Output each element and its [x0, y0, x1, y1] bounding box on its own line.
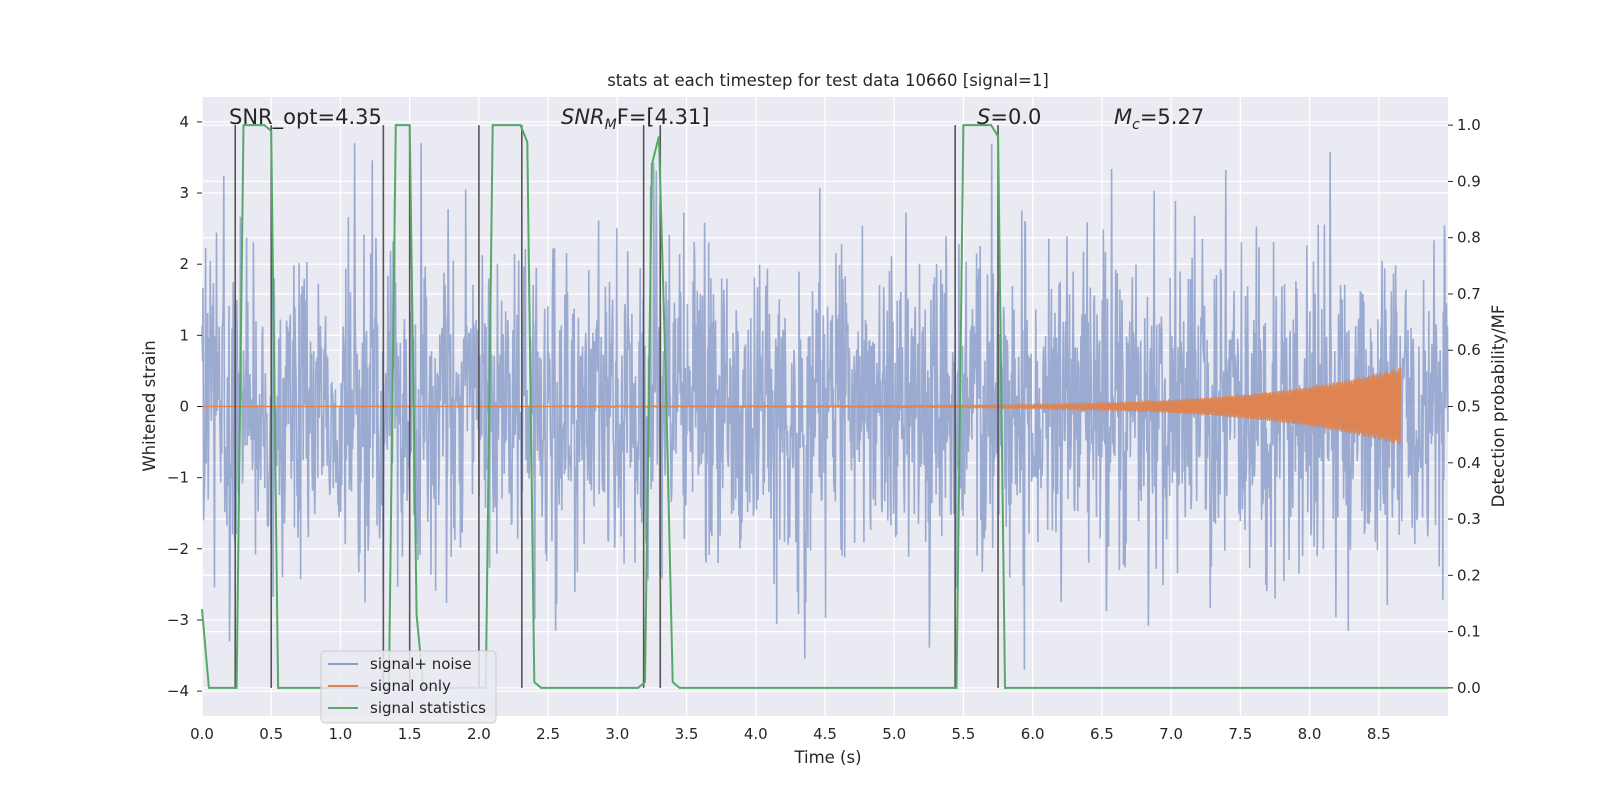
y-right-tick-label: 0.1	[1457, 623, 1481, 641]
y-right-tick-label: 0.0	[1457, 679, 1481, 697]
y-right-tick-label: 0.4	[1457, 454, 1481, 472]
x-tick-label: 1.0	[329, 725, 353, 743]
x-axis-ticks: 0.0 0.5 1.0 1.5 2.0 2.5 3.0 3.5 4.0 4.5 5.0 5.5 6.0 6…	[190, 725, 1391, 743]
x-tick-label: 0.0	[190, 725, 214, 743]
x-tick-label: 4.0	[744, 725, 768, 743]
x-tick-label: 8.0	[1298, 725, 1322, 743]
series-line-signal-statistics	[201, 124, 1448, 689]
y-right-tick-label: 0.9	[1457, 172, 1481, 190]
x-tick-label: 0.5	[259, 725, 283, 743]
y-left-tick-label: 2	[179, 255, 189, 273]
y-right-tick-label: 0.6	[1457, 341, 1481, 359]
y-left-tick-label: 4	[179, 113, 189, 131]
x-axis-label: Time (s)	[793, 748, 861, 767]
y-right-tick-label: 0.7	[1457, 285, 1481, 303]
y-left-tick-label: 1	[179, 326, 189, 344]
y-left-tick-label: 0	[179, 398, 189, 416]
y-left-tick-label: −1	[167, 469, 189, 487]
x-tick-label: 5.0	[882, 725, 906, 743]
x-tick-label: 2.0	[467, 725, 491, 743]
y-left-tick-label: −2	[167, 540, 189, 558]
annotation-mc: Mc=5.27	[1114, 105, 1204, 133]
y-axis-right-label: Detection probability/MF	[1489, 305, 1508, 508]
annotation-s: S=0.0	[977, 105, 1041, 129]
y-axis-left-ticks: 4 3 2 1 0 −1 −2 −3 −4	[167, 113, 202, 700]
series-signal-statistics	[201, 124, 1448, 689]
chart-title: stats at each timestep for test data 106…	[607, 71, 1049, 90]
x-tick-label: 5.5	[952, 725, 976, 743]
annotation-snr-mf: SNRMF=[4.31]	[561, 105, 710, 133]
y-left-tick-label: −4	[167, 682, 189, 700]
legend-label-signal-statistics: signal statistics	[370, 699, 486, 717]
detection-markers	[234, 125, 999, 688]
x-tick-label: 6.5	[1090, 725, 1114, 743]
legend-box	[320, 650, 497, 724]
legend-label-signal-only: signal only	[370, 677, 451, 695]
y-left-tick-label: −3	[167, 611, 189, 629]
x-tick-label: 6.0	[1021, 725, 1045, 743]
x-tick-label: 3.0	[605, 725, 629, 743]
x-tick-label: 4.5	[813, 725, 837, 743]
y-axis-left-label: Whitened strain	[140, 340, 159, 471]
y-right-tick-label: 0.2	[1457, 566, 1481, 584]
x-tick-label: 7.5	[1228, 725, 1252, 743]
x-tick-label: 2.5	[536, 725, 560, 743]
y-axis-right-ticks: 1.0 0.9 0.8 0.7 0.6 0.5 0.4 0.3 0.2 0.1 0.0	[1448, 116, 1481, 697]
series-signal-only	[202, 367, 1402, 446]
annotation-snr-opt: SNR_opt=4.35	[229, 105, 382, 130]
y-right-tick-label: 1.0	[1457, 116, 1481, 134]
x-tick-label: 3.5	[675, 725, 699, 743]
y-left-tick-label: 3	[179, 184, 189, 202]
series-line-signal-only	[561, 367, 1402, 446]
x-tick-label: 1.5	[398, 725, 422, 743]
legend-label-signal-noise: signal+ noise	[370, 655, 472, 673]
y-right-tick-label: 0.5	[1457, 398, 1481, 416]
legend: signal+ noise signal only signal statist…	[320, 650, 497, 724]
y-right-tick-label: 0.8	[1457, 229, 1481, 247]
x-tick-label: 7.0	[1159, 725, 1183, 743]
y-right-tick-label: 0.3	[1457, 510, 1481, 528]
x-tick-label: 8.5	[1367, 725, 1391, 743]
